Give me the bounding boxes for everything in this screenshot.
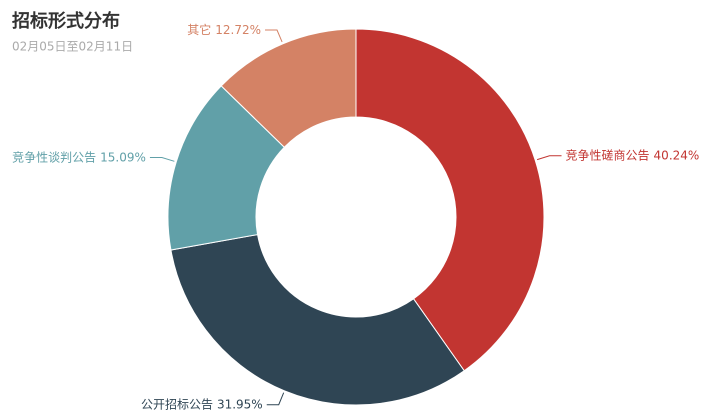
slice-value: 15.09% [100,150,146,164]
slice-name: 竞争性磋商公告 [566,147,650,162]
slice-label: 其它 12.72% [187,21,261,36]
slice-value: 31.95% [217,397,263,411]
slice-name: 其它 [187,21,211,36]
slice [220,28,357,148]
label-line [265,29,283,43]
slice-label: 竞争性谈判公告 15.09% [12,150,146,164]
label-line [149,156,175,162]
slice-name: 公开招标公告 [141,397,213,411]
slice-value: 40.24% [654,148,700,162]
slice [355,28,545,372]
chart-subtitle: 02月05日至02月11日 [12,40,133,54]
label-line [536,155,562,161]
slice-value: 12.72% [215,22,261,36]
slice-label: 竞争性磋商公告 40.24% [566,147,700,162]
slice-name: 竞争性谈判公告 [12,150,96,164]
slice-label: 公开招标公告 31.95% [141,397,263,411]
label-line [266,392,285,406]
slice [170,233,465,406]
chart-title: 招标形式分布 [12,10,120,32]
